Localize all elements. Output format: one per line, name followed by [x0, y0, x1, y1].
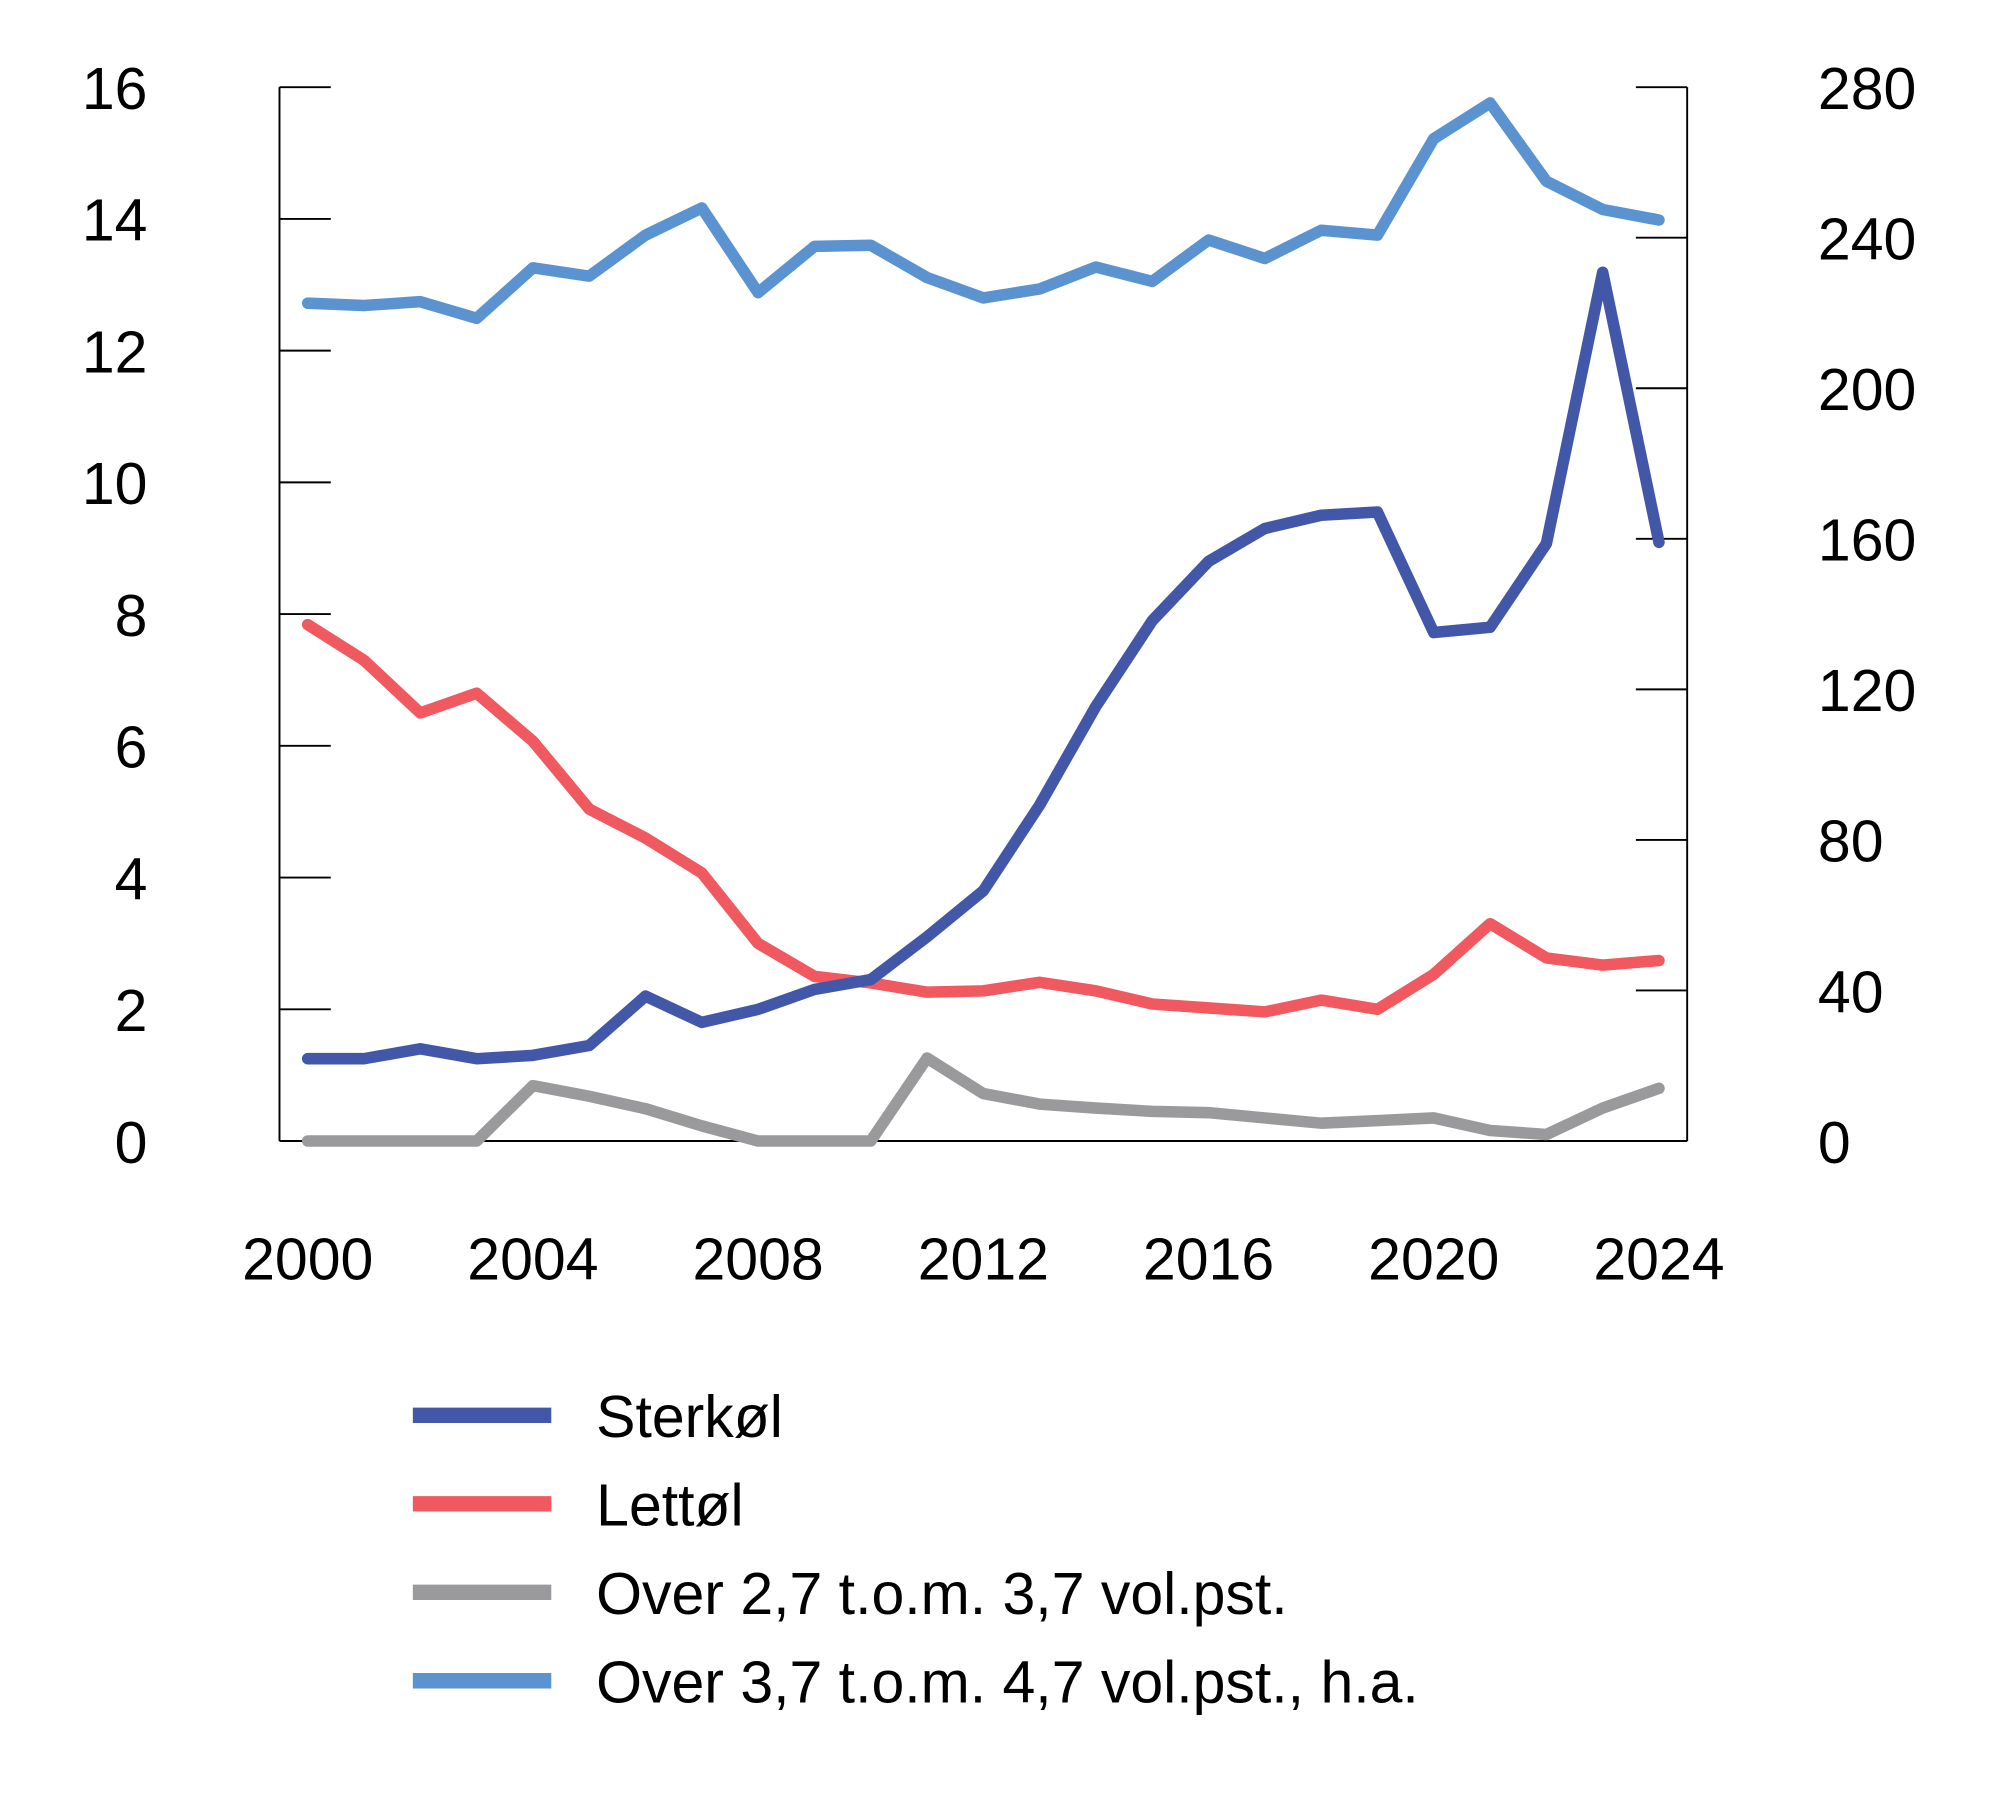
right-tick-label: 160 — [1818, 509, 1916, 574]
right-tick-label: 280 — [1818, 57, 1916, 122]
left-tick-label: 12 — [82, 320, 148, 385]
x-tick-label: 2000 — [242, 1227, 373, 1292]
right-tick-label: 120 — [1818, 659, 1916, 724]
left-tick-label: 0 — [115, 1111, 148, 1176]
series-lines — [301, 97, 1665, 1147]
left-tick-label: 8 — [115, 584, 148, 649]
x-tick-label: 2008 — [693, 1227, 824, 1292]
left-tick-label: 16 — [82, 57, 148, 122]
series-line-0 — [301, 266, 1665, 1065]
series-line-2 — [301, 1052, 1665, 1147]
right-tick-label: 200 — [1818, 358, 1916, 423]
right-tick-label: 0 — [1818, 1111, 1851, 1176]
x-tick-label: 2012 — [918, 1227, 1049, 1292]
left-tick-label: 14 — [82, 189, 148, 254]
x-tick-label: 2004 — [467, 1227, 598, 1292]
x-tick-label: 2020 — [1368, 1227, 1499, 1292]
legend-label: Lettøl — [596, 1474, 743, 1539]
legend-label: Sterkøl — [596, 1385, 783, 1450]
left-tick-label: 4 — [115, 847, 148, 912]
legend-label: Over 3,7 t.o.m. 4,7 vol.pst., h.a. — [596, 1651, 1419, 1716]
legend-label: Over 2,7 t.o.m. 3,7 vol.pst. — [596, 1562, 1288, 1627]
left-tick-label: 6 — [115, 716, 148, 781]
left-tick-label: 2 — [115, 979, 148, 1044]
legend: Sterkøl Lettøl Over 2,7 t.o.m. 3,7 vol.pst… — [412, 1385, 1419, 1716]
x-tick-label: 2024 — [1593, 1227, 1724, 1292]
x-tick-label: 2016 — [1143, 1227, 1274, 1292]
right-tick-label: 40 — [1818, 960, 1884, 1025]
left-tick-label: 10 — [82, 452, 148, 517]
right-tick-label: 240 — [1818, 208, 1916, 273]
right-tick-label: 80 — [1818, 810, 1884, 875]
series-line-3 — [301, 97, 1665, 325]
series-line-1 — [301, 618, 1665, 1018]
